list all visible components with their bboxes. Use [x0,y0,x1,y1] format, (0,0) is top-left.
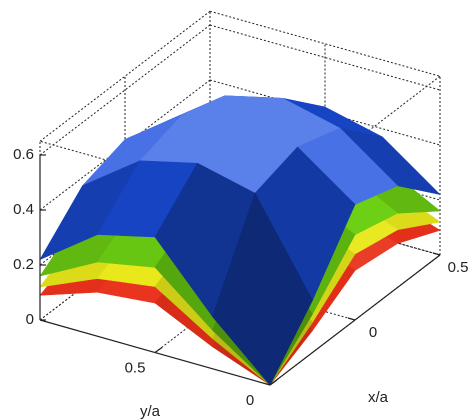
x-axis-label: x/a [368,389,389,406]
y-tick [269,379,278,386]
y-tick [154,347,163,353]
z-tick-label: 0.6 [13,146,34,163]
z-tick-label: 0.2 [13,256,34,273]
y-axis-label: y/a [140,403,161,420]
y-tick-label: 0 [246,392,254,409]
x-tick [432,252,441,256]
x-tick-label: 0.5 [448,259,469,276]
surface-facet [212,192,313,386]
y-tick-label: 0.5 [125,359,146,376]
z-tick-label: 0 [26,311,34,328]
x-tick [347,317,356,321]
x-tick-label: 0 [369,324,377,341]
z-tick-label: 0.4 [13,201,34,218]
